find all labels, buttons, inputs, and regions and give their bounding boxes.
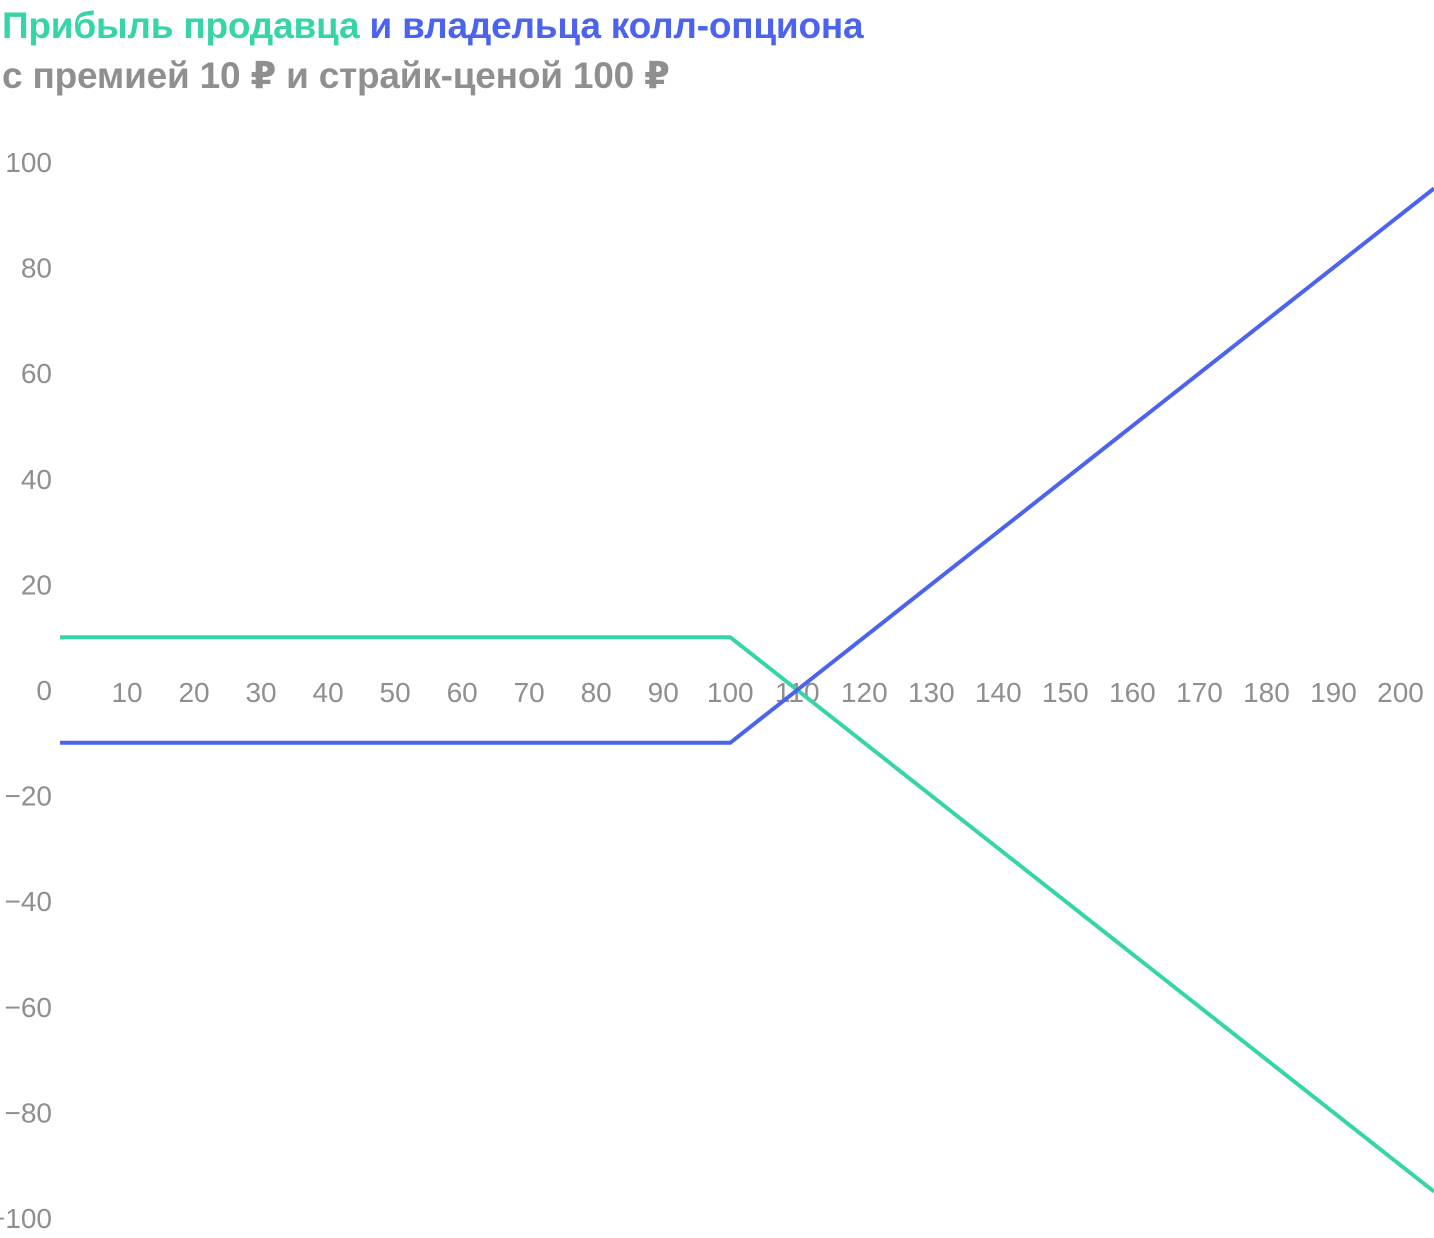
x-tick-label: 160 bbox=[1109, 677, 1156, 708]
x-axis-tick-labels: 10 20 30 40 50 60 70 80 90 100 110 120 130 140 150 160 1… bbox=[111, 677, 1423, 708]
x-tick-label: 200 bbox=[1377, 677, 1424, 708]
x-tick-label: 130 bbox=[908, 677, 955, 708]
y-tick-label: −80 bbox=[5, 1097, 53, 1128]
chart-title: Прибыль продавца и владельца колл-опцион… bbox=[2, 2, 864, 50]
y-tick-label: −60 bbox=[5, 992, 53, 1023]
x-tick-label: 90 bbox=[648, 677, 679, 708]
x-tick-label: 40 bbox=[313, 677, 344, 708]
x-tick-label: 150 bbox=[1042, 677, 1089, 708]
series-line-holder bbox=[60, 186, 1434, 745]
y-tick-label: −100 bbox=[0, 1203, 52, 1234]
x-tick-label: 50 bbox=[380, 677, 411, 708]
chart-title-part-seller: Прибыль продавца bbox=[2, 5, 360, 46]
x-tick-label: 100 bbox=[707, 677, 754, 708]
series-line-seller bbox=[60, 635, 1434, 1194]
y-tick-label: −40 bbox=[5, 886, 53, 917]
y-tick-label: 40 bbox=[21, 464, 52, 495]
chart-subtitle: с премией 10 ₽ и страйк-ценой 100 ₽ bbox=[2, 55, 670, 96]
x-tick-label: 190 bbox=[1310, 677, 1357, 708]
y-tick-label: −20 bbox=[5, 781, 53, 812]
y-tick-label: 100 bbox=[5, 147, 52, 178]
y-tick-label: 60 bbox=[21, 358, 52, 389]
y-tick-label: 20 bbox=[21, 569, 52, 600]
x-tick-label: 180 bbox=[1243, 677, 1290, 708]
y-tick-label: 0 bbox=[36, 675, 52, 706]
x-tick-label: 140 bbox=[975, 677, 1022, 708]
y-tick-label: 80 bbox=[21, 253, 52, 284]
x-tick-label: 120 bbox=[841, 677, 888, 708]
y-axis-tick-labels: 100 80 60 40 20 0 −20 −40 −60 −80 −100 bbox=[0, 147, 52, 1234]
chart-title-part-holder: и владельца колл-опциона bbox=[359, 5, 864, 46]
x-tick-label: 170 bbox=[1176, 677, 1223, 708]
x-tick-label: 20 bbox=[178, 677, 209, 708]
series-lines bbox=[60, 186, 1434, 1194]
x-tick-label: 80 bbox=[581, 677, 612, 708]
x-tick-label: 10 bbox=[111, 677, 142, 708]
x-tick-label: 70 bbox=[514, 677, 545, 708]
x-tick-label: 60 bbox=[447, 677, 478, 708]
x-tick-label: 30 bbox=[245, 677, 276, 708]
